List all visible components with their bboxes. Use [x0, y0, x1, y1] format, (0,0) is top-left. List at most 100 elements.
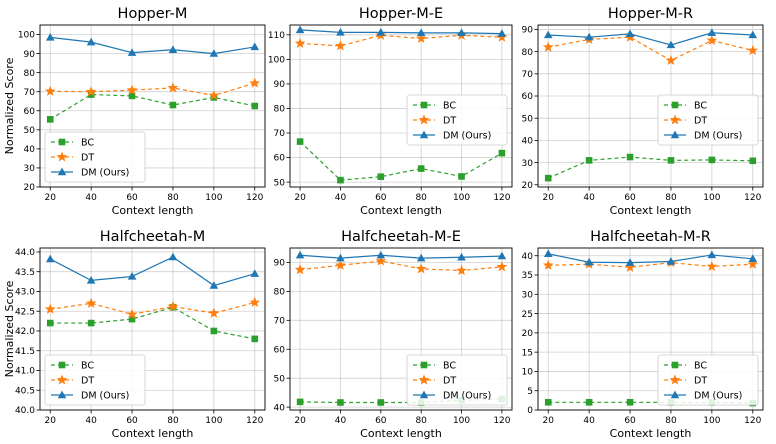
y-tick-label: 80	[274, 105, 286, 115]
y-tick-label: 60	[522, 92, 534, 102]
y-tick-label: 42.5	[15, 307, 35, 317]
data-point	[625, 258, 635, 266]
legend-marker	[419, 130, 429, 139]
legend-label: BC	[81, 138, 94, 149]
chart-title: Hopper-M-R	[608, 6, 693, 22]
x-tick-label: 60	[624, 416, 636, 426]
legend-label: DM (Ours)	[443, 131, 491, 142]
data-point	[626, 398, 634, 406]
y-tick-label: 70	[274, 317, 286, 327]
data-point	[666, 257, 676, 265]
legend-marker	[669, 114, 681, 125]
y-tick-label: 40	[24, 145, 36, 155]
data-point	[168, 252, 178, 261]
y-tick-label: 43.0	[15, 288, 35, 298]
data-point	[584, 257, 594, 266]
x-tick-label: 80	[167, 416, 179, 426]
axes-frame	[39, 247, 266, 411]
legend: BC DT DM (Ours)	[406, 94, 508, 146]
data-point	[416, 28, 426, 37]
data-point	[748, 30, 758, 39]
legend-box	[657, 354, 759, 406]
x-tick-label: 100	[453, 193, 470, 203]
y-tick-label: 20	[522, 181, 534, 191]
data-point	[295, 250, 305, 259]
y-tick-label: 25	[522, 310, 533, 320]
y-tick-label: 50	[274, 374, 286, 384]
data-point	[86, 37, 96, 46]
data-point	[584, 32, 594, 41]
data-point	[544, 174, 552, 182]
x-tick-label: 20	[45, 416, 57, 426]
y-tick-label: 40	[522, 137, 534, 147]
y-tick-label: 44.0	[15, 248, 35, 258]
y-tick-label: 20	[24, 183, 36, 193]
data-point	[294, 264, 306, 275]
y-tick-label: 90	[274, 259, 286, 269]
y-tick-label: 50	[274, 178, 286, 188]
data-point	[497, 251, 507, 260]
y-tick-label: 10	[522, 368, 534, 378]
legend-marker	[418, 114, 430, 125]
data-point	[498, 149, 506, 157]
legend-marker	[56, 374, 68, 385]
y-tick-label: 40	[522, 252, 534, 262]
data-point	[706, 34, 718, 46]
y-tick-label: 43.5	[15, 268, 35, 278]
x-tick-label: 40	[335, 416, 347, 426]
data-point	[748, 254, 758, 262]
axes-frame	[289, 24, 513, 188]
legend-box	[44, 354, 146, 406]
legend-marker	[420, 361, 428, 369]
data-point	[337, 399, 344, 406]
data-point	[415, 32, 427, 44]
data-point	[208, 89, 220, 101]
series-line	[50, 82, 255, 97]
data-point	[167, 82, 179, 93]
series-line	[50, 301, 255, 315]
y-tick-label: 100	[268, 56, 285, 66]
legend-marker	[57, 390, 67, 399]
series-line	[548, 36, 753, 62]
data-point	[337, 176, 344, 184]
legend-label: DT	[81, 153, 94, 164]
legend-label: DM (Ours)	[81, 168, 129, 179]
y-tick-label: 70	[24, 88, 36, 98]
data-point	[585, 157, 593, 164]
x-tick-label: 40	[85, 193, 97, 203]
series-line	[50, 36, 255, 55]
x-tick-label: 120	[744, 416, 761, 426]
data-point	[377, 399, 385, 406]
legend: BC DT DM (Ours)	[406, 354, 508, 406]
data-point	[544, 398, 552, 406]
data-point	[667, 157, 675, 164]
series-line	[49, 256, 255, 287]
series-line	[300, 34, 502, 47]
data-point	[45, 32, 55, 41]
series-line	[299, 141, 503, 181]
data-point	[209, 49, 219, 57]
legend-label: DT	[694, 116, 707, 127]
data-point	[251, 335, 259, 343]
legend-box	[44, 131, 146, 183]
series-line	[50, 306, 255, 340]
y-tick-label: 80	[522, 48, 534, 58]
data-point	[666, 40, 676, 49]
data-point	[44, 303, 56, 314]
data-point	[87, 91, 95, 98]
data-point	[127, 48, 137, 56]
data-point	[85, 297, 97, 308]
x-tick-label: 80	[665, 193, 677, 203]
legend-box	[406, 354, 508, 406]
x-tick-label: 120	[493, 193, 510, 203]
series-line	[548, 262, 753, 268]
data-point	[747, 258, 759, 269]
data-point	[458, 173, 465, 180]
x-tick-label: 60	[375, 416, 387, 426]
legend-label: DT	[443, 376, 456, 387]
data-point	[543, 30, 553, 39]
y-tick-label: 80	[24, 69, 36, 79]
legend-box	[406, 94, 508, 146]
x-tick-label: 20	[45, 193, 57, 203]
